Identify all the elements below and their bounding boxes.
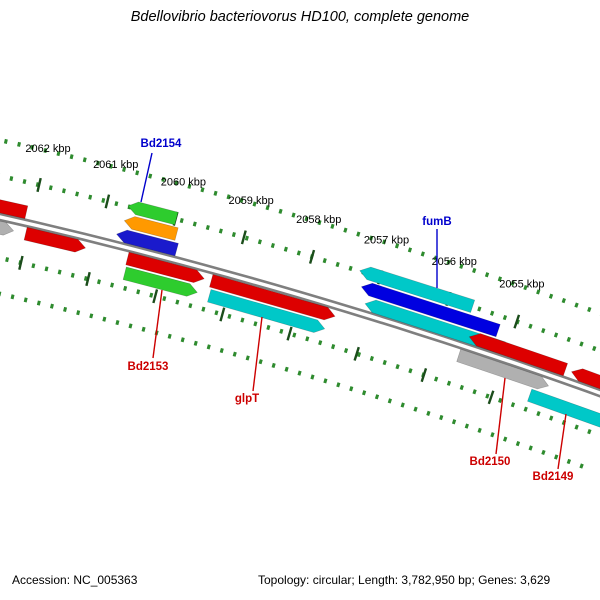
ruler-label: 2056 kbp: [432, 256, 477, 268]
gene-arrow-bd2149[interactable]: [527, 388, 600, 436]
ruler-tick: [308, 249, 316, 264]
ruler-label: 2062 kbp: [25, 143, 70, 155]
ruler-label: 2059 kbp: [228, 195, 273, 207]
ruler-tick: [18, 255, 24, 270]
feature-label: Bd2153: [128, 361, 169, 373]
ruler-tick: [36, 177, 42, 193]
genome-backbone-line: [0, 218, 600, 398]
gene-arrow-bd2153[interactable]: [122, 266, 198, 297]
ruler-tick: [420, 368, 428, 383]
feature-label: fumB: [422, 216, 451, 228]
gene-arrow-glpt[interactable]: [207, 289, 326, 333]
ruler-label: 2060 kbp: [161, 177, 206, 189]
minor-tick-arc: [3, 138, 600, 316]
genome-summary-text: Topology: circular; Length: 3,782,950 bp…: [258, 573, 551, 587]
gene-arrow[interactable]: [0, 212, 15, 236]
status-bar: Accession: NC_005363 Topology: circular;…: [0, 573, 600, 600]
gene-arrow[interactable]: [359, 266, 476, 313]
feature-label: glpT: [235, 393, 259, 405]
ruler-tick: [487, 390, 495, 405]
ruler-tick: [353, 346, 360, 361]
gene-arrow[interactable]: [570, 368, 600, 406]
gene-arrow[interactable]: [127, 201, 179, 226]
accession-text: Accession: NC_005363: [12, 573, 138, 587]
feature-label: Bd2150: [470, 456, 511, 468]
ruler-tick: [219, 307, 226, 322]
ruler-label: 2057 kbp: [364, 235, 409, 247]
ruler-tick: [104, 194, 111, 209]
feature-label-line: [252, 316, 263, 392]
gene-arrow[interactable]: [23, 226, 87, 253]
ruler-tick: [286, 326, 293, 341]
ruler-tick: [152, 289, 159, 304]
gene-arrow[interactable]: [209, 274, 336, 321]
feature-label: Bd2149: [533, 471, 574, 483]
ruler-tick: [240, 230, 247, 245]
gene-arrow-bd2154[interactable]: [116, 229, 179, 257]
feature-label-line: [152, 289, 163, 359]
feature-label-line: [140, 152, 153, 203]
gene-arrow[interactable]: [468, 333, 568, 377]
feature-label-line: [495, 377, 506, 455]
minor-tick-arc: [0, 173, 600, 353]
gene-arrow-fumb[interactable]: [360, 282, 501, 338]
ruler-tick: [85, 271, 91, 287]
plot-title: Bdellovibrio bacteriovorus HD100, comple…: [130, 9, 470, 25]
ruler-label: 2058 kbp: [296, 214, 341, 226]
gene-arrow[interactable]: [0, 193, 29, 219]
ruler-tick: [513, 314, 521, 329]
gene-arrow[interactable]: [125, 251, 205, 283]
gene-arrow-bd2150[interactable]: [456, 348, 550, 390]
feature-label: Bd2154: [141, 138, 183, 150]
gene-arrow[interactable]: [123, 216, 179, 241]
feature-label-line: [557, 413, 567, 470]
genome-backbone-line: [0, 212, 600, 392]
ruler-label: 2055 kbp: [499, 278, 544, 290]
ruler-label: 2061 kbp: [93, 159, 138, 171]
